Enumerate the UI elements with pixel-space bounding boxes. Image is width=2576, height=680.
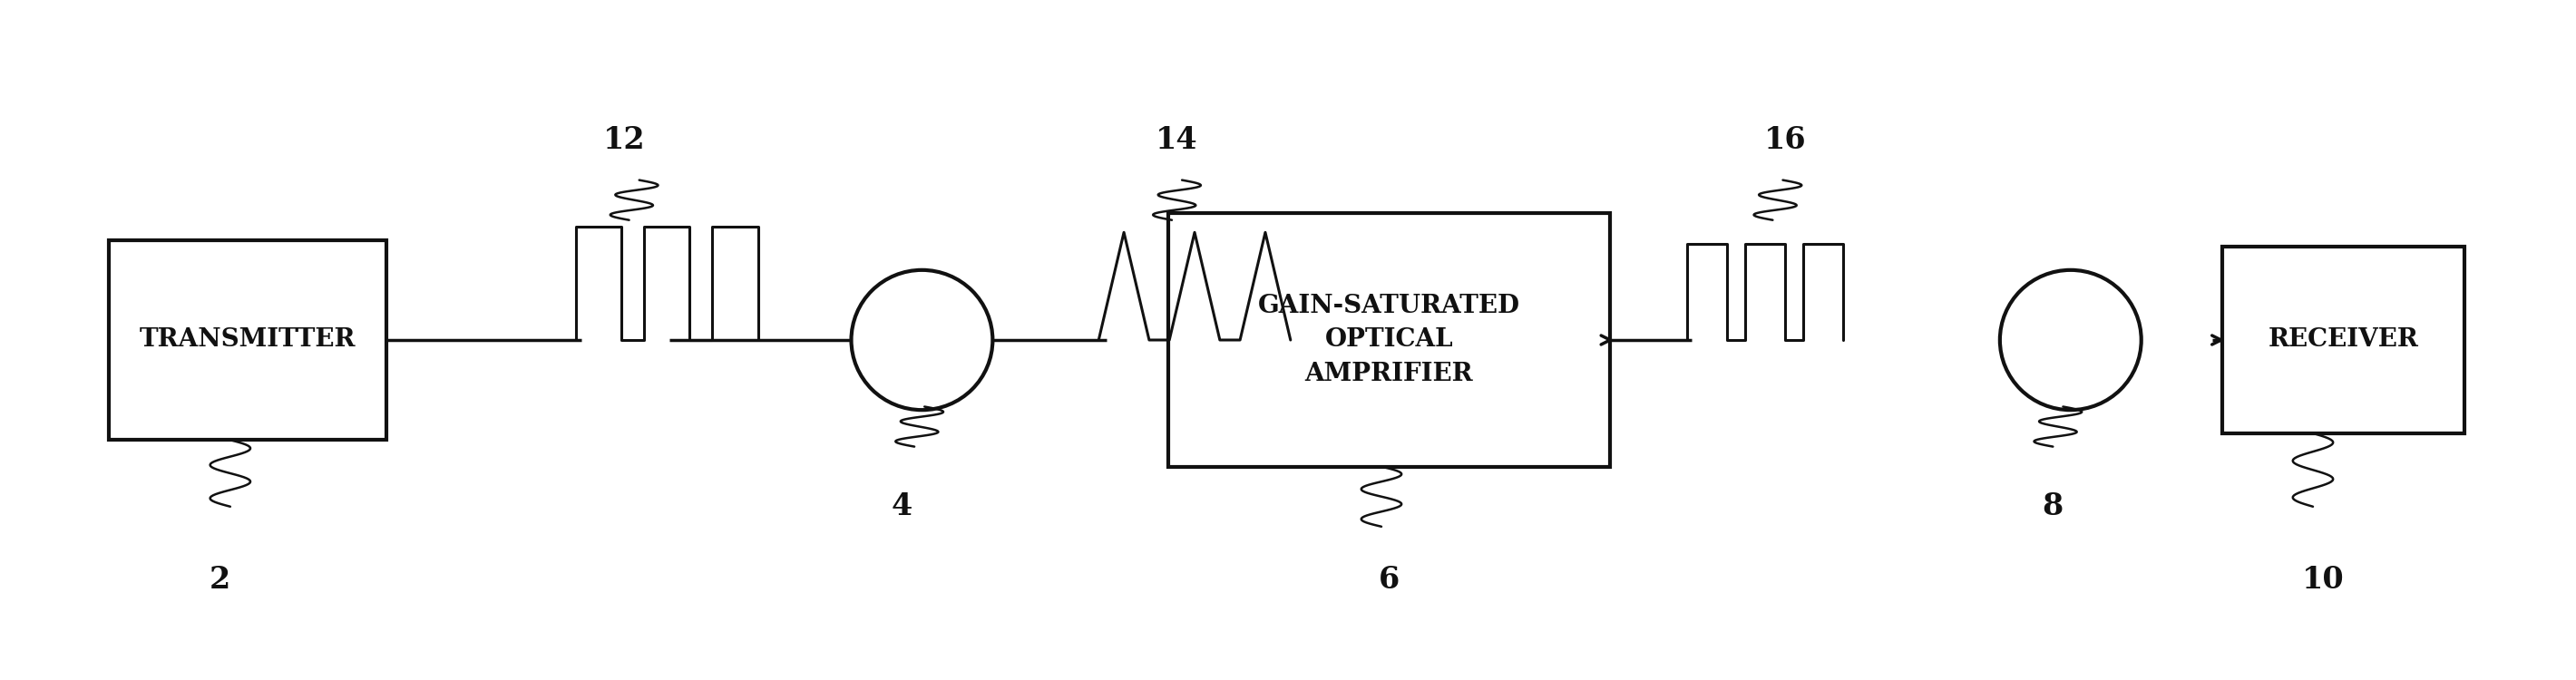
Text: 16: 16 xyxy=(1765,125,1806,155)
Bar xyxy=(2223,247,2465,433)
Ellipse shape xyxy=(850,270,992,410)
Text: 8: 8 xyxy=(2043,492,2063,522)
Text: 14: 14 xyxy=(1157,125,1198,155)
Text: RECEIVER: RECEIVER xyxy=(2267,328,2419,352)
Text: 12: 12 xyxy=(603,125,644,155)
Text: 10: 10 xyxy=(2303,565,2344,595)
Text: 4: 4 xyxy=(891,492,912,522)
Text: 2: 2 xyxy=(209,565,232,595)
Bar xyxy=(1167,214,1610,466)
Ellipse shape xyxy=(1999,270,2141,410)
Bar xyxy=(108,240,386,440)
Text: TRANSMITTER: TRANSMITTER xyxy=(139,328,355,352)
Text: GAIN-SATURATED
OPTICAL
AMPRIFIER: GAIN-SATURATED OPTICAL AMPRIFIER xyxy=(1257,294,1520,386)
Text: 6: 6 xyxy=(1378,565,1399,595)
